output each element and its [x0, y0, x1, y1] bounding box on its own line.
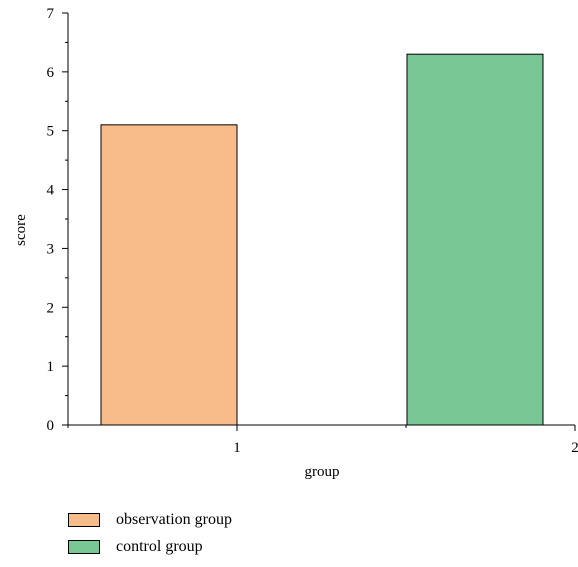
legend-item-control-group: control group — [68, 537, 203, 557]
y-tick-label: 1 — [47, 359, 55, 375]
y-axis: 0 1 2 3 4 5 6 7 — [47, 6, 69, 434]
y-tick-label: 0 — [47, 418, 55, 434]
y-tick-label: 3 — [47, 241, 55, 257]
y-tick-label: 5 — [47, 124, 55, 140]
bars — [100, 53, 544, 426]
y-axis-title: score — [13, 214, 29, 246]
legend-swatch-observation-group — [68, 513, 100, 527]
x-axis-title: group — [305, 464, 340, 480]
legend-item-observation-group: observation group — [68, 510, 232, 530]
legend-label-observation-group: observation group — [116, 511, 232, 528]
y-tick-label: 4 — [47, 183, 55, 199]
y-tick-label: 7 — [47, 6, 55, 22]
x-tick-label: 1 — [233, 440, 241, 456]
bar-observation-group — [100, 124, 238, 426]
y-tick-label: 2 — [47, 300, 55, 316]
bar-control-group — [406, 53, 544, 426]
x-tick-label: 2 — [571, 440, 578, 456]
y-tick-label: 6 — [47, 65, 55, 81]
legend-swatch-control-group — [68, 540, 100, 554]
legend-label-control-group: control group — [116, 538, 203, 555]
